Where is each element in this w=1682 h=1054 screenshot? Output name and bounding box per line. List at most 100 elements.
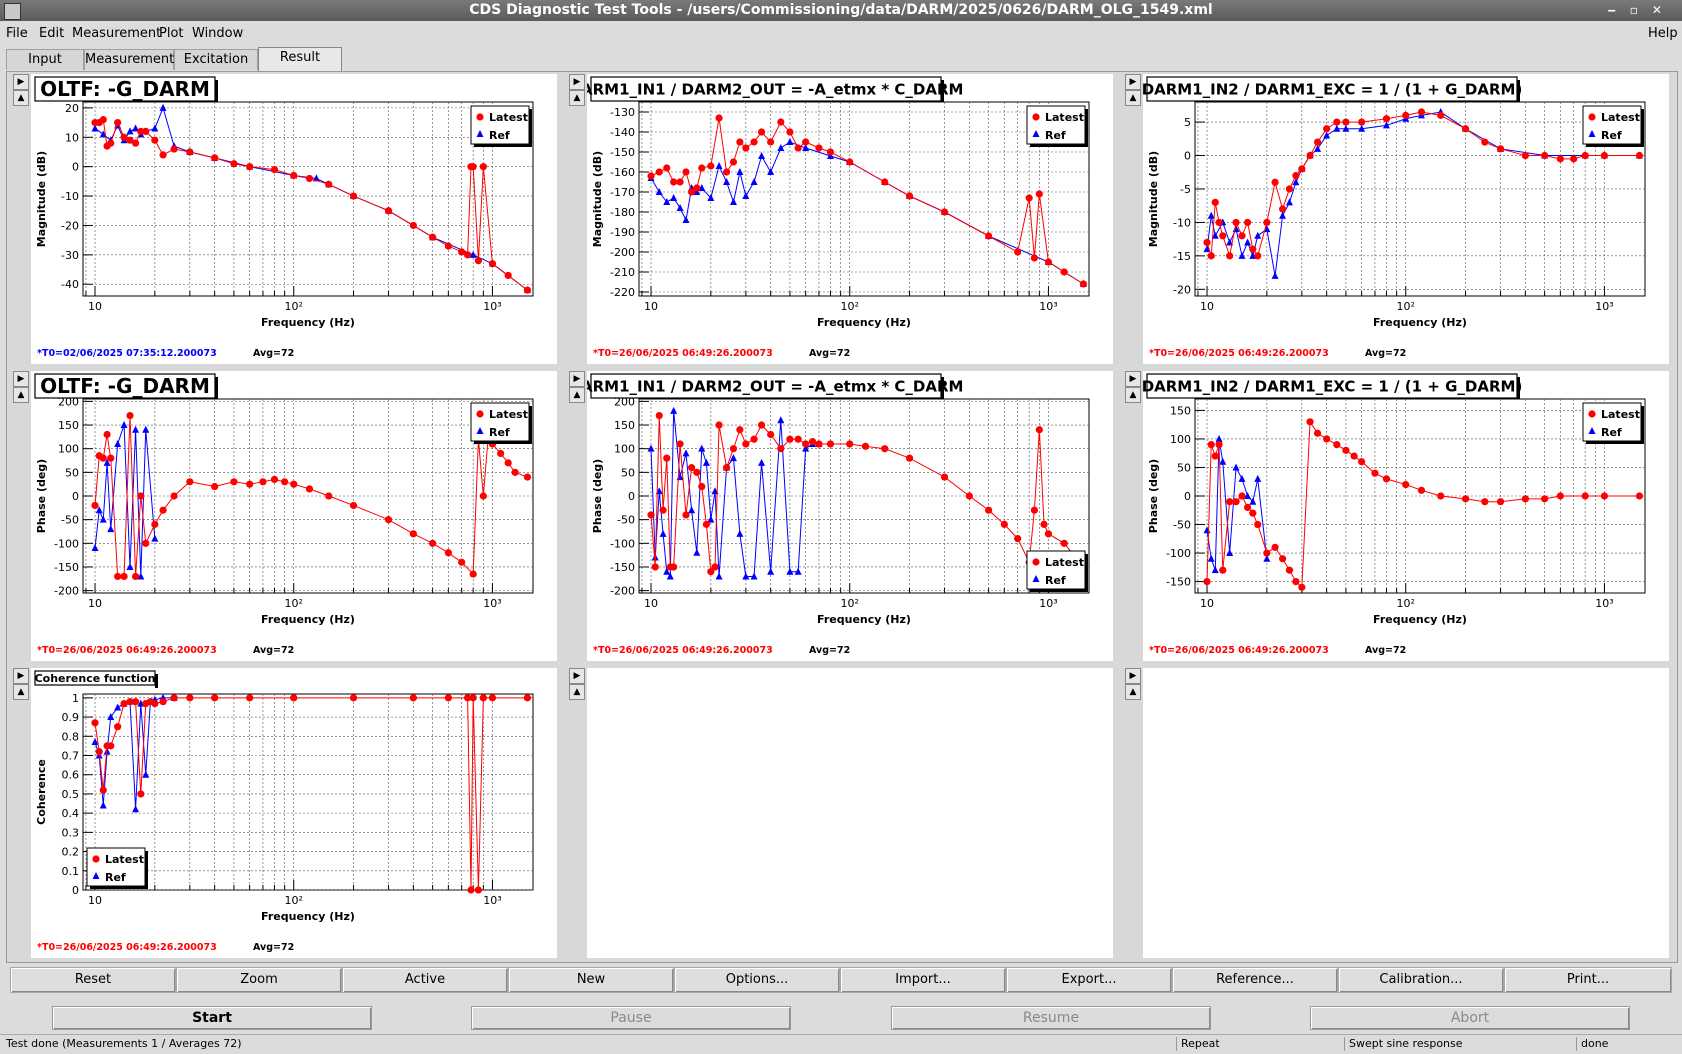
- plot-pad[interactable]: DARM1_IN1 / DARM2_OUT = -A_etmx * C_DARM…: [587, 371, 1113, 661]
- y-tick-label: 0.2: [62, 846, 80, 859]
- legend-frame: [1582, 105, 1642, 145]
- data-point-latest: [1030, 254, 1039, 262]
- reset-button[interactable]: Reset: [10, 967, 176, 993]
- plot-pad[interactable]: DARM1_IN1 / DARM2_OUT = -A_etmx * C_DARM…: [587, 74, 1113, 364]
- data-point-latest: [99, 116, 107, 124]
- y-tick-label: 0: [72, 884, 79, 897]
- data-point-latest: [349, 501, 358, 510]
- x-tick-label: 10: [644, 597, 658, 610]
- data-point-latest: [464, 694, 472, 702]
- abort-button[interactable]: Abort: [1310, 1006, 1630, 1030]
- menu-help[interactable]: Help: [1648, 26, 1678, 41]
- start-button[interactable]: Start: [52, 1006, 372, 1030]
- new-button[interactable]: New: [508, 967, 674, 993]
- plot-pad[interactable]: DARM1_IN2 / DARM1_EXC = 1 / (1 + G_DARM)…: [1143, 74, 1669, 364]
- pad-collapse-arrow[interactable]: ▲: [1125, 387, 1141, 403]
- zoom-button[interactable]: Zoom: [176, 967, 342, 993]
- data-point-latest: [126, 411, 134, 420]
- data-point-latest: [1541, 151, 1549, 160]
- tab-measurement[interactable]: Measurement: [84, 49, 174, 70]
- data-point-latest: [103, 430, 111, 439]
- data-point-latest: [1306, 418, 1314, 426]
- data-point-latest: [458, 248, 466, 256]
- tab-excitation[interactable]: Excitation: [174, 49, 258, 70]
- tab-input[interactable]: Input: [6, 49, 84, 70]
- pad-collapse-arrow[interactable]: ▲: [569, 387, 585, 403]
- data-point-latest: [120, 133, 128, 141]
- data-point-latest: [1254, 252, 1262, 260]
- pad-collapse-arrow[interactable]: ▲: [1125, 684, 1141, 700]
- data-point-latest: [736, 426, 744, 434]
- options-button[interactable]: Options...: [674, 967, 840, 993]
- reference-button[interactable]: Reference...: [1172, 967, 1338, 993]
- calibration-button[interactable]: Calibration...: [1338, 967, 1504, 993]
- menu-measurement[interactable]: Measurement: [72, 26, 162, 41]
- menu-edit[interactable]: Edit: [39, 26, 65, 41]
- empty-plot-pad[interactable]: [1143, 668, 1669, 958]
- menu-window[interactable]: Window: [192, 26, 244, 41]
- data-point-latest: [1271, 543, 1279, 551]
- active-button[interactable]: Active: [342, 967, 508, 993]
- pad-expand-arrow[interactable]: ▶: [1125, 668, 1141, 684]
- y-axis-label: Magnitude (dB): [35, 151, 48, 247]
- data-point-latest: [815, 144, 823, 152]
- series-latest: [1203, 108, 1644, 260]
- import-button[interactable]: Import...: [840, 967, 1006, 993]
- resume-button[interactable]: Resume: [891, 1006, 1211, 1030]
- window-controls[interactable]: ‒▫✕: [1607, 3, 1676, 17]
- series-ref: [1203, 434, 1271, 574]
- y-tick-label: 0.6: [62, 769, 80, 782]
- export-button[interactable]: Export...: [1006, 967, 1172, 993]
- data-point-latest: [444, 242, 452, 250]
- pad-expand-arrow[interactable]: ▶: [13, 371, 29, 387]
- pad-collapse-arrow[interactable]: ▲: [13, 387, 29, 403]
- data-point-latest: [290, 480, 298, 488]
- data-point-latest: [1298, 583, 1306, 591]
- data-point-latest: [757, 128, 766, 136]
- pad-expand-arrow[interactable]: ▶: [569, 371, 585, 387]
- pad-expand-arrow[interactable]: ▶: [13, 668, 29, 684]
- data-point-latest: [777, 118, 785, 126]
- data-point-ref: [1323, 131, 1331, 139]
- pad-collapse-arrow[interactable]: ▲: [1125, 90, 1141, 106]
- y-tick-label: -200: [610, 246, 635, 259]
- plot-pad[interactable]: Coherence function 1 0.9 0.8 0.7 0.6 0.5 0.4 0.3…: [31, 668, 557, 958]
- window-menu-icon[interactable]: [4, 3, 21, 20]
- data-point-latest: [91, 501, 99, 510]
- plot-title-shadow: [1517, 80, 1520, 104]
- data-point-latest: [1292, 577, 1300, 586]
- pad-collapse-arrow[interactable]: ▲: [569, 90, 585, 106]
- data-point-latest: [458, 558, 466, 566]
- plot-pad[interactable]: DARM1_IN2 / DARM1_EXC = 1 / (1 + G_DARM)…: [1143, 371, 1669, 661]
- empty-plot-pad[interactable]: [587, 668, 1113, 958]
- plot-pad[interactable]: OLTF: -G_DARM 200 150 100 50 0 -50 -100 -150 -200…: [31, 371, 557, 661]
- data-point-latest: [1382, 115, 1391, 123]
- pad-expand-arrow[interactable]: ▶: [13, 74, 29, 90]
- data-point-ref: [693, 548, 701, 556]
- pad-collapse-arrow[interactable]: ▲: [13, 90, 29, 106]
- y-tick-label: -5: [1180, 183, 1191, 196]
- plot-pad[interactable]: OLTF: -G_DARM 20 10 0 -10 -20 -30 -40 10 10² 10³ Fr…: [31, 74, 557, 364]
- plot-legend: Latest Ref: [1026, 550, 1088, 592]
- print-button[interactable]: Print...: [1504, 967, 1672, 993]
- y-tick-label: -150: [610, 146, 635, 159]
- pad-expand-arrow[interactable]: ▶: [1125, 74, 1141, 90]
- data-point-ref: [767, 168, 775, 175]
- data-point-latest: [985, 232, 993, 240]
- y-tick-label: -15: [1173, 250, 1191, 263]
- menu-file[interactable]: File: [6, 26, 28, 41]
- data-point-latest: [114, 118, 122, 127]
- pad-expand-arrow[interactable]: ▶: [1125, 371, 1141, 387]
- pad-expand-arrow[interactable]: ▶: [569, 668, 585, 684]
- data-point-latest: [794, 435, 802, 443]
- tab-result[interactable]: Result: [258, 47, 342, 72]
- pad-collapse-arrow[interactable]: ▲: [13, 684, 29, 700]
- data-point-ref: [688, 506, 696, 514]
- pad-collapse-arrow[interactable]: ▲: [569, 684, 585, 700]
- data-point-ref: [142, 425, 150, 433]
- pad-expand-arrow[interactable]: ▶: [569, 74, 585, 90]
- pause-button[interactable]: Pause: [471, 1006, 791, 1030]
- plot-title: DARM1_IN2 / DARM1_EXC = 1 / (1 + G_DARM): [1143, 80, 1522, 98]
- menu-plot[interactable]: Plot: [159, 26, 184, 41]
- x-tick-label: 10²: [841, 300, 859, 313]
